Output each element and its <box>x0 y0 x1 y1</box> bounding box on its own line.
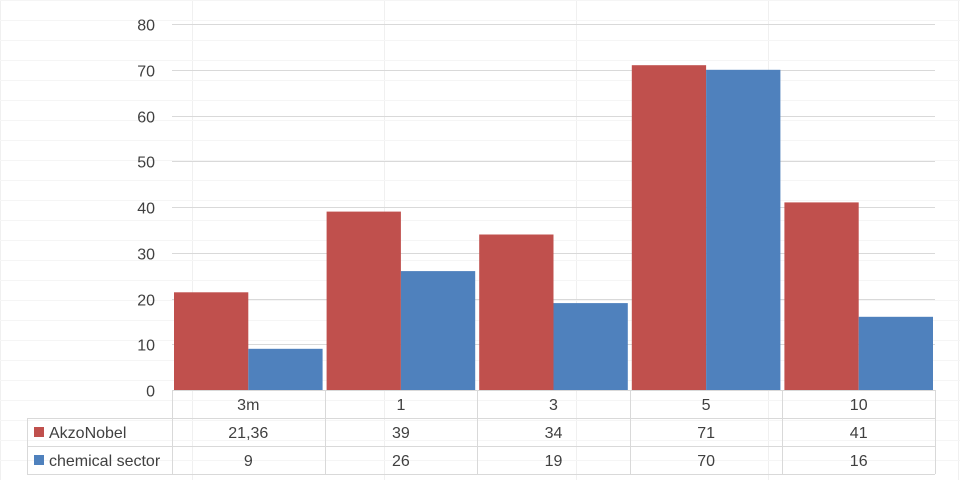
legend-label-akzonobel: AkzoNobel <box>49 425 126 442</box>
x-tick-label-5: 5 <box>702 397 711 414</box>
legend-label-chemical-sector: chemical sector <box>49 453 161 470</box>
x-tick-label-10: 10 <box>850 397 868 414</box>
y-tick-label-40: 40 <box>137 201 155 218</box>
legend-key-chemical-sector <box>34 455 44 465</box>
x-tick-label-3: 3 <box>549 397 558 414</box>
bars <box>174 65 933 391</box>
y-tick-label-50: 50 <box>137 155 155 172</box>
data-label-chemical-sector-3: 19 <box>545 453 563 470</box>
y-tick-label-20: 20 <box>137 293 155 310</box>
data-label-chemical-sector-5: 70 <box>697 453 715 470</box>
data-label-chemical-sector-1: 26 <box>392 453 410 470</box>
y-tick-label-0: 0 <box>146 384 155 401</box>
legend-key-akzonobel <box>34 427 44 437</box>
bar-akzonobel-5 <box>631 65 707 390</box>
data-label-akzonobel-5: 71 <box>697 425 715 442</box>
y-tick-label-70: 70 <box>137 64 155 81</box>
data-label-akzonobel-1: 39 <box>392 425 410 442</box>
y-tick-label-80: 80 <box>137 18 155 35</box>
data-label-akzonobel-10: 41 <box>850 425 868 442</box>
bar-chemical-sector-5 <box>706 69 781 391</box>
x-tick-label-1: 1 <box>396 397 405 414</box>
data-label-akzonobel-3: 34 <box>545 425 563 442</box>
bar-chemical-sector-3 <box>553 303 628 390</box>
data-table: 3m 1 3 5 10 AkzoNobel 21,36 39 34 71 41 chemical se… <box>27 390 936 475</box>
data-label-chemical-sector-3m: 9 <box>244 453 253 470</box>
y-tick-label-10: 10 <box>137 338 155 355</box>
y-tick-label-60: 60 <box>137 110 155 127</box>
bar-chemical-sector-10 <box>858 316 933 390</box>
x-tick-label-3m: 3m <box>237 397 259 414</box>
bar-akzonobel-3m <box>174 292 249 390</box>
bar-chemical-sector-1 <box>400 271 476 390</box>
bar-chemical-sector-3m <box>248 348 323 390</box>
y-tick-label-30: 30 <box>137 247 155 264</box>
data-label-chemical-sector-10: 16 <box>850 453 868 470</box>
bar-akzonobel-3 <box>479 234 554 390</box>
y-axis: 0 10 20 30 40 50 60 70 80 <box>137 18 155 401</box>
bar-akzonobel-1 <box>326 211 401 390</box>
data-label-akzonobel-3m: 21,36 <box>228 425 268 442</box>
bar-akzonobel-10 <box>784 202 859 390</box>
